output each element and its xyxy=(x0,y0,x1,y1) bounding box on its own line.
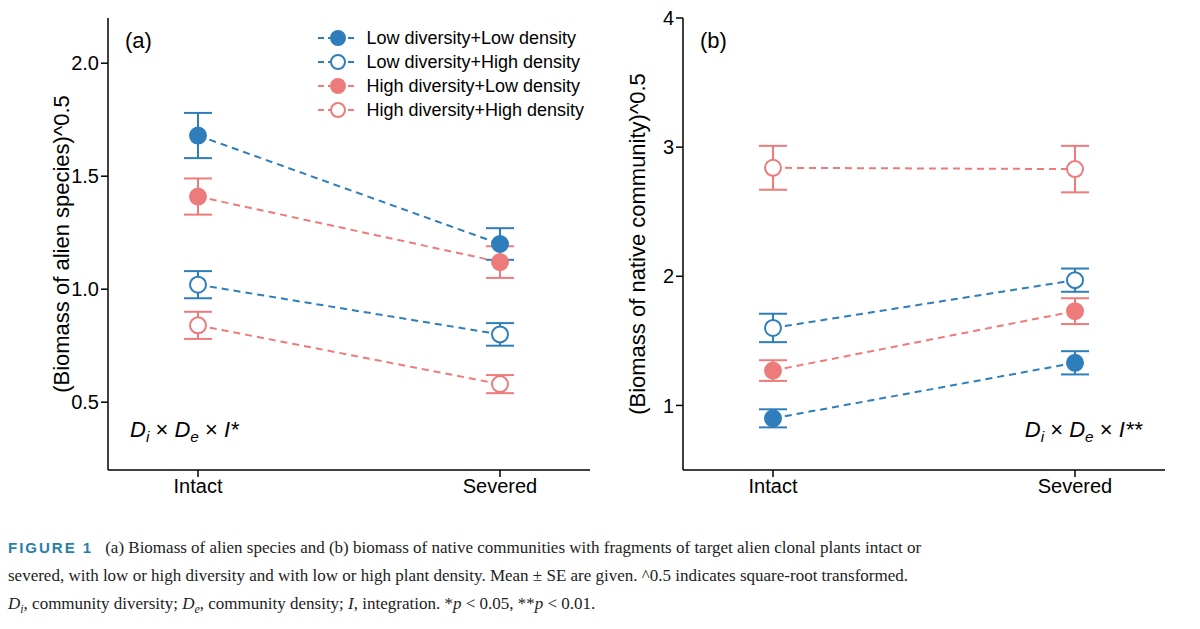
svg-text:2.0: 2.0 xyxy=(71,52,99,74)
html-text:Di, community diversity; De, c: Di, community diversity; De, community d… xyxy=(8,594,596,617)
svg-text:3: 3 xyxy=(663,136,674,158)
html-text:(Biomass of alien species)^0.5: (Biomass of alien species)^0.5 xyxy=(49,95,74,393)
html-text:FIGURE 1: FIGURE 1 xyxy=(8,539,94,556)
html-text:High diversity+High density: High diversity+High density xyxy=(366,99,584,120)
html-text:(a): (a) xyxy=(125,28,152,53)
svg-text:Intact: Intact xyxy=(174,475,223,497)
svg-text:1.0: 1.0 xyxy=(71,278,99,300)
html-text:severed, with low or high dive: severed, with low or high diversity and … xyxy=(8,566,908,585)
html-text:(Biomass of native community)^: (Biomass of native community)^0.5 xyxy=(625,73,650,415)
html-text:(b): (b) xyxy=(700,28,727,53)
html-text:High diversity+Low density: High diversity+Low density xyxy=(366,75,580,96)
svg-text:0.5: 0.5 xyxy=(71,391,99,413)
svg-text:1.5: 1.5 xyxy=(71,165,99,187)
html-text:(a) Biomass of alien species a: (a) Biomass of alien species and (b) bio… xyxy=(105,538,922,557)
html-text:Di× De× I *: Di× De× I * xyxy=(130,417,239,446)
html-text:Low diversity+Low density: Low diversity+Low density xyxy=(366,27,576,48)
svg-text:Severed: Severed xyxy=(463,475,538,497)
html-text:Low diversity+High density: Low diversity+High density xyxy=(366,51,580,72)
svg-text:4: 4 xyxy=(663,7,674,29)
html-text:Di× De× I **: Di× De× I ** xyxy=(1024,417,1142,446)
svg-text:Intact: Intact xyxy=(749,475,798,497)
svg-text:Severed: Severed xyxy=(1038,475,1113,497)
svg-text:2: 2 xyxy=(663,265,674,287)
svg-text:1: 1 xyxy=(663,395,674,417)
